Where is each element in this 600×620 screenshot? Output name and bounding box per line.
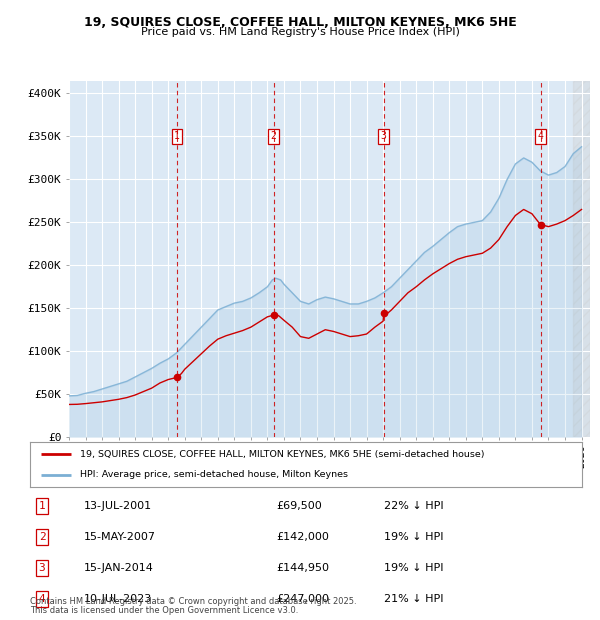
Text: Contains HM Land Registry data © Crown copyright and database right 2025.: Contains HM Land Registry data © Crown c… — [30, 597, 356, 606]
Text: 22% ↓ HPI: 22% ↓ HPI — [384, 501, 443, 511]
Bar — [573, 81, 590, 437]
Text: 2: 2 — [38, 532, 46, 542]
Text: 3: 3 — [381, 131, 387, 141]
Text: 19, SQUIRES CLOSE, COFFEE HALL, MILTON KEYNES, MK6 5HE (semi-detached house): 19, SQUIRES CLOSE, COFFEE HALL, MILTON K… — [80, 450, 484, 459]
Text: HPI: Average price, semi-detached house, Milton Keynes: HPI: Average price, semi-detached house,… — [80, 470, 347, 479]
Text: 4: 4 — [38, 594, 46, 604]
Text: 19% ↓ HPI: 19% ↓ HPI — [384, 563, 443, 573]
Text: 19% ↓ HPI: 19% ↓ HPI — [384, 532, 443, 542]
Text: 3: 3 — [38, 563, 46, 573]
Text: 15-MAY-2007: 15-MAY-2007 — [84, 532, 156, 542]
Text: 1: 1 — [174, 131, 180, 141]
Text: 19, SQUIRES CLOSE, COFFEE HALL, MILTON KEYNES, MK6 5HE: 19, SQUIRES CLOSE, COFFEE HALL, MILTON K… — [83, 16, 517, 29]
Text: £144,950: £144,950 — [276, 563, 329, 573]
Text: This data is licensed under the Open Government Licence v3.0.: This data is licensed under the Open Gov… — [30, 606, 298, 615]
Text: 21% ↓ HPI: 21% ↓ HPI — [384, 594, 443, 604]
Text: 2: 2 — [271, 131, 277, 141]
Text: 15-JAN-2014: 15-JAN-2014 — [84, 563, 154, 573]
Text: 1: 1 — [38, 501, 46, 511]
Text: £69,500: £69,500 — [276, 501, 322, 511]
Text: 13-JUL-2001: 13-JUL-2001 — [84, 501, 152, 511]
Text: 4: 4 — [538, 131, 544, 141]
Text: £247,000: £247,000 — [276, 594, 329, 604]
Text: Price paid vs. HM Land Registry's House Price Index (HPI): Price paid vs. HM Land Registry's House … — [140, 27, 460, 37]
Text: 10-JUL-2023: 10-JUL-2023 — [84, 594, 152, 604]
Text: £142,000: £142,000 — [276, 532, 329, 542]
